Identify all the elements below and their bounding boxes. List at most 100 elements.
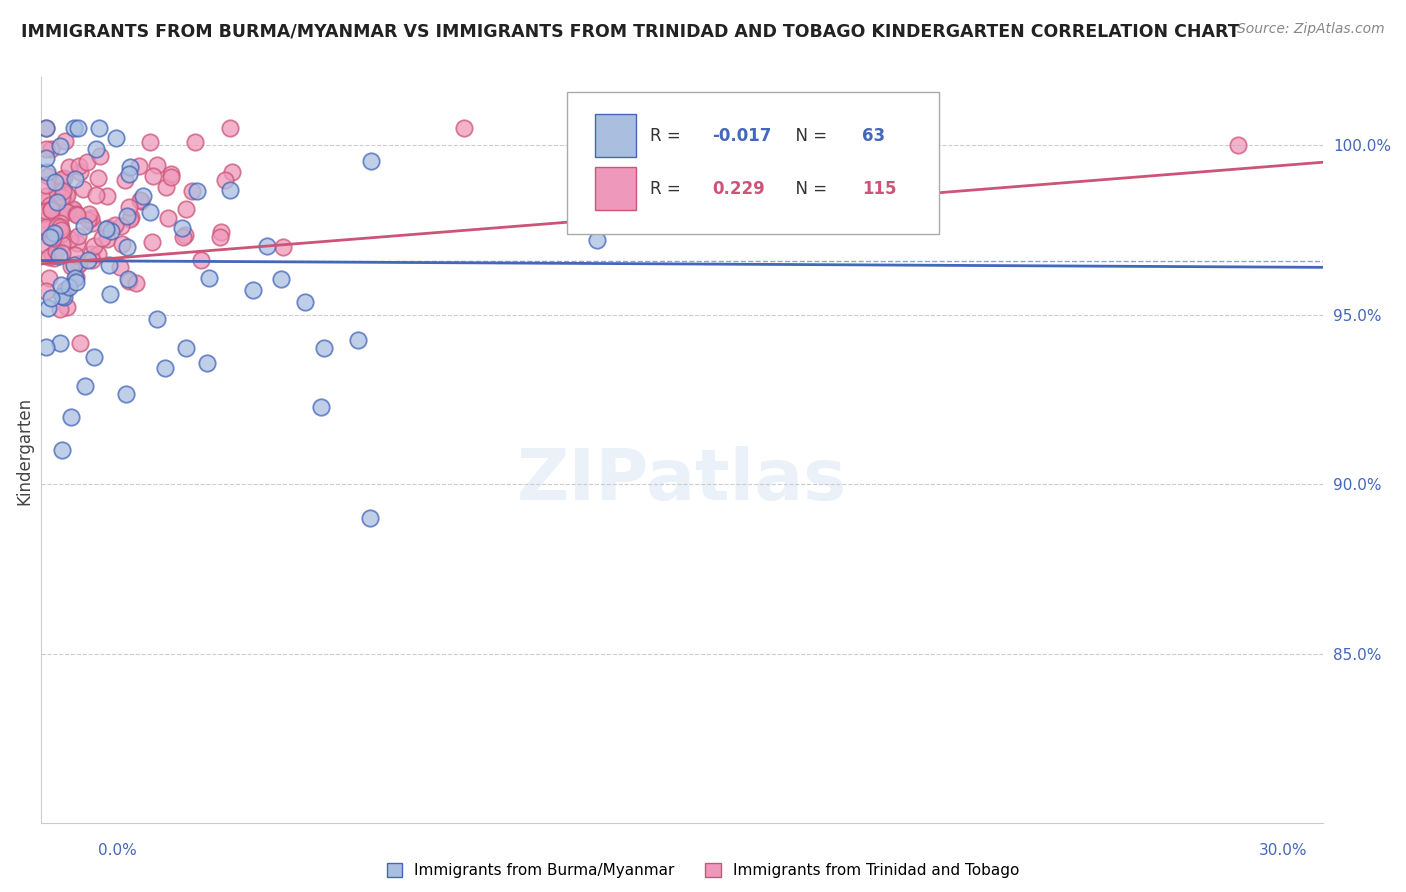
Point — [146, 158, 169, 172]
Point — [80, 252, 103, 267]
Point — [49, 216, 72, 230]
Point — [35, 142, 58, 156]
Point — [141, 235, 163, 249]
Point — [58, 160, 80, 174]
Point — [132, 189, 155, 203]
Point — [359, 511, 381, 525]
Text: 63: 63 — [862, 127, 884, 145]
Point — [66, 257, 89, 271]
Point — [314, 341, 336, 355]
Point — [52, 184, 75, 198]
Point — [139, 135, 162, 149]
Point — [41, 202, 63, 217]
Point — [270, 272, 292, 286]
Point — [49, 302, 72, 317]
Point — [104, 219, 127, 233]
Point — [75, 379, 97, 393]
Point — [96, 232, 118, 246]
Point — [35, 165, 58, 179]
Point — [53, 134, 76, 148]
Point — [97, 221, 120, 235]
Point — [219, 184, 242, 198]
Point — [55, 204, 77, 219]
Point — [52, 290, 75, 304]
Point — [198, 271, 221, 285]
Point — [34, 188, 56, 202]
Point — [83, 238, 105, 252]
Point — [799, 212, 821, 227]
Point — [45, 219, 67, 233]
Point — [118, 274, 141, 288]
Point — [256, 239, 278, 253]
Point — [34, 213, 56, 227]
Point — [34, 284, 56, 298]
Point — [41, 231, 63, 245]
Point — [242, 283, 264, 297]
Bar — [595, 114, 636, 157]
Point — [110, 219, 132, 233]
Point — [155, 180, 177, 194]
Point — [62, 121, 84, 136]
Point — [56, 188, 79, 202]
Point — [63, 248, 86, 262]
Point — [114, 387, 136, 401]
Point — [46, 185, 69, 199]
Text: IMMIGRANTS FROM BURMA/MYANMAR VS IMMIGRANTS FROM TRINIDAD AND TOBAGO KINDERGARTE: IMMIGRANTS FROM BURMA/MYANMAR VS IMMIGRA… — [21, 22, 1240, 40]
Point — [62, 258, 84, 272]
Point — [39, 291, 62, 305]
Point — [39, 142, 62, 156]
Point — [69, 164, 91, 178]
Point — [34, 220, 56, 235]
Point — [114, 173, 136, 187]
Point — [118, 200, 141, 214]
Point — [153, 360, 176, 375]
Text: R =: R = — [650, 127, 686, 145]
Point — [84, 142, 107, 156]
Point — [174, 342, 197, 356]
Point — [96, 188, 118, 202]
Point — [69, 336, 91, 351]
Point — [37, 194, 59, 209]
Point — [100, 224, 122, 238]
Point — [65, 271, 87, 285]
Point — [34, 340, 56, 354]
Point — [51, 442, 73, 457]
Point — [55, 300, 77, 314]
Point — [44, 175, 66, 189]
Point — [84, 187, 107, 202]
Point — [65, 207, 87, 221]
Point — [51, 172, 73, 186]
Point — [184, 135, 207, 149]
Point — [209, 225, 232, 239]
Point — [59, 260, 82, 274]
Point — [38, 271, 60, 285]
Point — [51, 236, 73, 251]
Point — [48, 249, 70, 263]
Point — [73, 219, 96, 234]
Point — [125, 276, 148, 290]
Point — [39, 202, 62, 216]
Point — [76, 253, 98, 268]
Point — [76, 154, 98, 169]
Point — [42, 201, 65, 215]
Point — [80, 246, 103, 260]
Point — [34, 178, 56, 192]
Point — [51, 246, 73, 260]
Point — [83, 350, 105, 364]
Point — [214, 173, 236, 187]
Y-axis label: Kindergarten: Kindergarten — [15, 396, 32, 505]
Point — [48, 220, 70, 235]
Point — [129, 194, 152, 208]
Point — [219, 121, 242, 136]
Point — [118, 167, 141, 181]
Point — [90, 231, 112, 245]
Point — [186, 184, 208, 198]
Point — [59, 232, 82, 246]
Point — [294, 294, 316, 309]
Point — [104, 131, 127, 145]
Point — [142, 169, 165, 183]
Point — [117, 272, 139, 286]
Point — [49, 335, 72, 350]
Point — [51, 189, 73, 203]
Point — [34, 238, 56, 252]
